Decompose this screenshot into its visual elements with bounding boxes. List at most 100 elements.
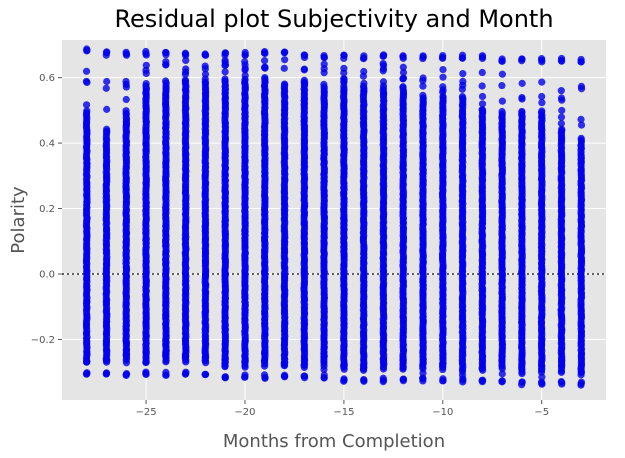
point-14-147 [359,72,368,80]
y-tick-label-4: 0.6 [39,73,55,84]
point-20-137 [478,106,486,114]
point-18-142 [439,88,447,96]
point-8-158 [241,357,249,366]
point-9-147 [261,73,269,82]
point-19-143 [459,81,467,89]
point-7-149 [221,68,229,76]
point-25-121 [577,121,586,129]
point-9-154 [260,49,269,57]
point-10-145 [280,64,288,72]
point-12-149 [320,54,328,62]
point-5-146 [182,56,190,65]
point-4-149 [162,49,170,57]
point-3-152 [142,359,150,367]
point-16-157 [399,356,407,364]
point-9-157 [261,374,269,382]
point-14-146 [360,79,368,87]
point-8-159 [241,363,249,371]
point-20-133 [478,68,486,77]
point-1-121 [102,84,110,92]
x-axis-label: Months from Completion [223,431,445,452]
point-21-140 [498,377,506,385]
point-13-150 [340,75,348,83]
y-axis-label: Polarity [8,186,29,254]
point-15-149 [379,61,388,69]
point-24-133 [557,56,566,65]
point-19-149 [459,376,467,384]
point-5-156 [182,352,190,360]
point-14-155 [360,364,368,372]
point-17-139 [419,91,427,99]
point-12-153 [320,365,328,374]
scatter-points [82,45,586,389]
y-tick-label-1: 0.0 [39,270,55,281]
point-1-119 [102,125,111,133]
point-8-157 [241,371,249,379]
point-0-140 [83,357,91,366]
point-14-150 [359,54,368,63]
point-19-142 [459,70,467,78]
point-10-149 [280,49,289,57]
point-18-150 [439,377,447,385]
point-0-138 [83,369,91,377]
point-16-146 [399,68,408,77]
chart-title: Residual plot Subjectivity and Month [114,5,553,33]
point-17-142 [419,74,427,82]
point-24-126 [557,119,565,128]
point-2-132 [122,83,130,91]
point-20-134 [478,92,487,101]
point-3-148 [142,51,150,59]
point-5-154 [182,368,190,376]
point-19-151 [458,367,467,375]
point-22-134 [518,79,526,87]
point-23-144 [538,362,546,370]
point-16-144 [399,83,407,91]
point-24-138 [558,362,566,370]
point-13-156 [340,375,348,383]
point-20-132 [478,100,487,108]
point-5-144 [181,76,189,84]
point-21-133 [498,97,506,105]
point-0-131 [82,77,91,85]
point-0-128 [83,107,91,115]
point-18-147 [438,53,447,62]
point-8-154 [241,48,249,57]
point-23-143 [538,373,546,381]
point-5-148 [181,70,190,78]
point-23-135 [538,92,546,101]
point-16-152 [399,52,407,60]
point-6-150 [201,50,209,58]
point-20-145 [479,366,487,374]
point-18-143 [439,83,447,91]
point-7-154 [221,51,229,59]
point-18-152 [439,359,447,367]
point-19-146 [458,54,467,62]
x-axis-ticks: −25 −20 −15 −10 −5 [136,400,549,418]
point-21-132 [498,70,507,78]
point-25-123 [577,85,586,93]
point-1-122 [103,105,111,113]
point-11-154 [300,372,309,380]
point-17-149 [419,356,427,364]
point-16-155 [399,377,407,385]
point-12-154 [320,352,328,360]
point-21-141 [498,352,506,360]
point-22-143 [518,370,526,378]
point-9-159 [261,349,269,357]
x-tick-label-2: −15 [333,407,354,418]
point-25-120 [577,115,585,123]
point-2-130 [122,95,130,104]
point-25-119 [577,134,585,142]
point-24-127 [558,106,566,115]
point-23-134 [538,78,546,86]
point-2-135 [122,50,130,58]
point-1-125 [103,48,111,56]
point-13-153 [340,51,348,59]
point-7-159 [221,358,229,366]
point-13-147 [340,69,348,77]
point-16-149 [399,63,407,71]
point-6-147 [201,65,209,73]
y-axis-ticks: −0.2 0.0 0.2 0.4 0.6 [31,73,62,346]
point-23-133 [538,107,546,115]
